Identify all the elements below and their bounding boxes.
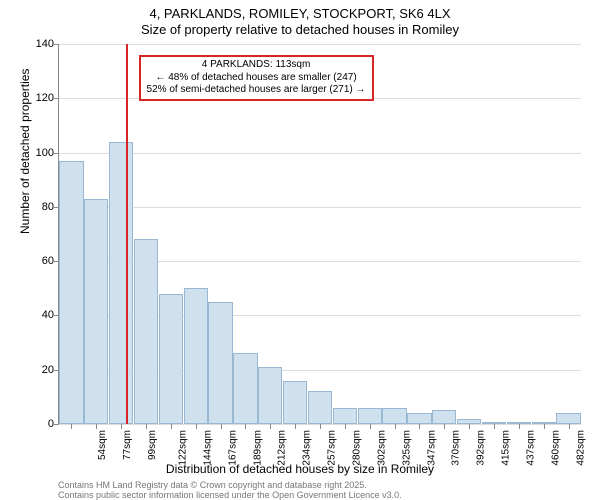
- gridline: [59, 207, 581, 208]
- xtick-mark: [221, 424, 222, 429]
- xtick-mark: [270, 424, 271, 429]
- xtick-mark: [71, 424, 72, 429]
- footer-line2: Contains public sector information licen…: [58, 490, 402, 500]
- xtick-label: 415sqm: [501, 430, 512, 466]
- histogram-bar: [382, 408, 406, 424]
- ytick-label: 20: [14, 364, 54, 376]
- xtick-mark: [569, 424, 570, 429]
- xtick-mark: [295, 424, 296, 429]
- histogram-bar: [432, 410, 456, 424]
- xtick-label: 99sqm: [147, 430, 158, 460]
- xtick-label: 257sqm: [327, 430, 338, 466]
- xtick-mark: [345, 424, 346, 429]
- xtick-label: 77sqm: [122, 430, 133, 460]
- xtick-label: 234sqm: [302, 430, 313, 466]
- xtick-mark: [245, 424, 246, 429]
- annotation-line: 4 PARKLANDS: 113sqm: [147, 59, 366, 72]
- xtick-label: 437sqm: [526, 430, 537, 466]
- xtick-label: 460sqm: [550, 430, 561, 466]
- xtick-mark: [171, 424, 172, 429]
- histogram-bar: [283, 381, 307, 424]
- xtick-label: 347sqm: [426, 430, 437, 466]
- annotation-box: 4 PARKLANDS: 113sqm← 48% of detached hou…: [139, 55, 374, 101]
- histogram-bar: [184, 288, 208, 424]
- footer-line1: Contains HM Land Registry data © Crown c…: [58, 480, 367, 490]
- xtick-label: 482sqm: [575, 430, 586, 466]
- xtick-label: 167sqm: [227, 430, 238, 466]
- xtick-label: 392sqm: [476, 430, 487, 466]
- ytick-label: 40: [14, 309, 54, 321]
- xtick-mark: [444, 424, 445, 429]
- xtick-label: 302sqm: [376, 430, 387, 466]
- ytick-label: 0: [14, 418, 54, 430]
- xtick-label: 144sqm: [202, 430, 213, 466]
- gridline: [59, 44, 581, 45]
- ytick-mark: [54, 44, 59, 45]
- xtick-mark: [544, 424, 545, 429]
- ytick-label: 80: [14, 201, 54, 213]
- histogram-bar: [556, 413, 580, 424]
- chart-title-line2: Size of property relative to detached ho…: [0, 22, 600, 37]
- xtick-mark: [419, 424, 420, 429]
- xtick-mark: [146, 424, 147, 429]
- annotation-line: ← 48% of detached houses are smaller (24…: [147, 72, 366, 85]
- xtick-label: 370sqm: [451, 430, 462, 466]
- xtick-label: 54sqm: [97, 430, 108, 460]
- xtick-label: 280sqm: [352, 430, 363, 466]
- xtick-label: 212sqm: [277, 430, 288, 466]
- xtick-mark: [121, 424, 122, 429]
- annotation-line: 52% of semi-detached houses are larger (…: [147, 84, 366, 97]
- ytick-mark: [54, 153, 59, 154]
- ytick-label: 100: [14, 147, 54, 159]
- histogram-bar: [109, 142, 133, 424]
- chart-container: 4, PARKLANDS, ROMILEY, STOCKPORT, SK6 4L…: [0, 0, 600, 500]
- ytick-label: 140: [14, 38, 54, 50]
- xtick-label: 325sqm: [401, 430, 412, 466]
- reference-line: [126, 44, 128, 424]
- xtick-label: 122sqm: [178, 430, 189, 466]
- xtick-mark: [96, 424, 97, 429]
- gridline: [59, 153, 581, 154]
- histogram-bar: [134, 239, 158, 424]
- histogram-bar: [59, 161, 83, 424]
- histogram-bar: [358, 408, 382, 424]
- xtick-mark: [494, 424, 495, 429]
- histogram-bar: [333, 408, 357, 424]
- ytick-mark: [54, 424, 59, 425]
- xtick-mark: [519, 424, 520, 429]
- plot-area: 4 PARKLANDS: 113sqm← 48% of detached hou…: [58, 44, 581, 425]
- chart-title-line1: 4, PARKLANDS, ROMILEY, STOCKPORT, SK6 4L…: [0, 6, 600, 21]
- ytick-label: 60: [14, 255, 54, 267]
- ytick-mark: [54, 98, 59, 99]
- histogram-bar: [258, 367, 282, 424]
- xtick-mark: [395, 424, 396, 429]
- histogram-bar: [84, 199, 108, 424]
- histogram-bar: [159, 294, 183, 424]
- histogram-bar: [407, 413, 431, 424]
- xtick-mark: [469, 424, 470, 429]
- xtick-mark: [320, 424, 321, 429]
- histogram-bar: [233, 353, 257, 424]
- histogram-bar: [208, 302, 232, 424]
- histogram-bar: [308, 391, 332, 424]
- xtick-mark: [370, 424, 371, 429]
- ytick-label: 120: [14, 92, 54, 104]
- xtick-mark: [196, 424, 197, 429]
- xtick-label: 189sqm: [252, 430, 263, 466]
